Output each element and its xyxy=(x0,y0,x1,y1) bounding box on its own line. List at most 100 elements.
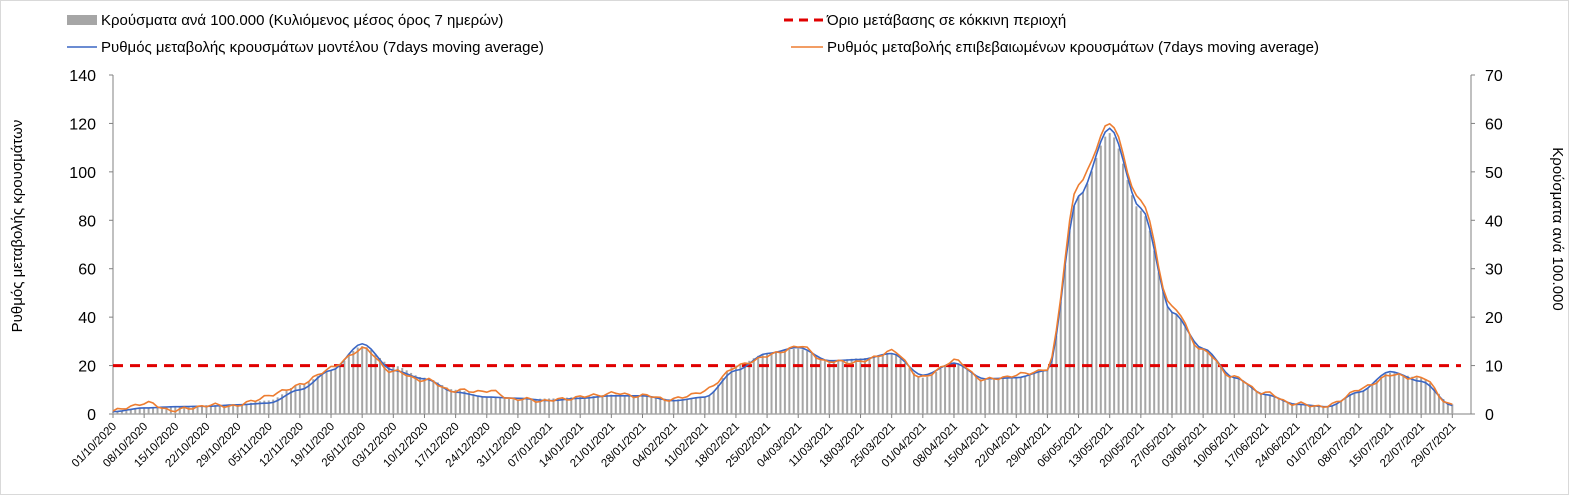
bar xyxy=(912,372,915,414)
bar xyxy=(1024,376,1027,414)
bar xyxy=(1033,373,1036,414)
y-left-tick-label: 20 xyxy=(78,359,96,376)
bar xyxy=(1104,136,1107,414)
bar xyxy=(214,405,217,414)
bar xyxy=(432,380,435,414)
bar xyxy=(312,379,315,414)
bar xyxy=(961,366,964,414)
bar xyxy=(859,358,862,414)
bar xyxy=(588,396,591,414)
bar xyxy=(1420,377,1423,414)
bar xyxy=(641,395,644,414)
bar xyxy=(601,395,604,414)
bar xyxy=(441,385,444,414)
bar xyxy=(1055,335,1058,414)
bar xyxy=(374,353,377,414)
bar xyxy=(806,351,809,414)
y-right-tick-label: 70 xyxy=(1485,68,1503,85)
bar xyxy=(463,391,466,414)
bar xyxy=(1282,400,1285,414)
bar xyxy=(1286,402,1289,414)
bar xyxy=(810,353,813,414)
bar xyxy=(788,349,791,414)
bar xyxy=(125,410,128,414)
bar xyxy=(281,394,284,414)
bar xyxy=(1273,396,1276,414)
bar xyxy=(143,408,146,414)
bar xyxy=(1366,388,1369,414)
bar xyxy=(1353,393,1356,414)
bar xyxy=(205,405,208,414)
bar xyxy=(294,385,297,414)
bar xyxy=(120,410,123,414)
bar xyxy=(459,390,462,414)
bar xyxy=(1077,196,1080,414)
bar xyxy=(1224,371,1227,414)
bar xyxy=(525,399,528,414)
bar xyxy=(427,378,430,414)
bar xyxy=(1228,376,1231,414)
bar xyxy=(241,404,244,414)
bar xyxy=(1010,377,1013,414)
bar xyxy=(303,384,306,414)
bar xyxy=(392,365,395,414)
bar xyxy=(472,394,475,414)
bar xyxy=(917,376,920,414)
bar xyxy=(1041,370,1044,414)
bar xyxy=(1081,192,1085,414)
bar xyxy=(628,395,631,414)
bar xyxy=(1113,137,1116,414)
bar xyxy=(1184,326,1187,414)
y-right-tick-label: 40 xyxy=(1485,213,1503,230)
bar xyxy=(1326,406,1329,414)
bar xyxy=(1130,195,1133,414)
bar xyxy=(748,360,751,414)
bar xyxy=(1375,380,1378,414)
bar xyxy=(289,388,292,414)
y-left-tick-label: 0 xyxy=(87,407,96,424)
bar xyxy=(570,397,573,414)
bar xyxy=(512,399,515,414)
bar xyxy=(730,367,733,414)
legend: Κρούσματα ανά 100.000 (Κυλιόμενος μέσος … xyxy=(67,12,1319,56)
bar xyxy=(1108,133,1111,414)
bar xyxy=(966,369,969,414)
bar xyxy=(1144,216,1147,414)
bar xyxy=(957,364,960,414)
y-left-tick-label: 80 xyxy=(78,213,96,230)
bar xyxy=(405,370,408,414)
bar xyxy=(637,395,640,414)
bar xyxy=(757,355,760,414)
bar xyxy=(1259,393,1262,414)
bar xyxy=(481,396,484,414)
bar xyxy=(508,398,511,414)
bar xyxy=(183,406,186,414)
bar xyxy=(147,408,150,414)
bar xyxy=(770,353,773,414)
bar xyxy=(614,394,617,414)
bar xyxy=(138,408,141,414)
bar xyxy=(815,355,818,414)
bar xyxy=(1193,341,1196,414)
bar xyxy=(952,363,955,414)
bar xyxy=(245,403,248,414)
bar xyxy=(539,398,542,414)
legend-confirmed-label: Ρυθμός μεταβολής επιβεβαιωμένων κρουσμάτ… xyxy=(827,39,1319,56)
bar xyxy=(272,399,275,414)
bar xyxy=(904,362,907,414)
bar xyxy=(325,371,328,414)
bar xyxy=(1362,391,1365,414)
bar xyxy=(726,371,729,414)
bar xyxy=(779,351,782,414)
bar xyxy=(739,364,742,414)
bar xyxy=(516,399,519,414)
bar xyxy=(490,397,493,414)
bar xyxy=(1139,210,1142,414)
bar xyxy=(387,364,390,414)
bar xyxy=(596,395,600,414)
bar xyxy=(672,399,675,414)
bar xyxy=(712,390,715,414)
bar xyxy=(232,404,235,414)
bar xyxy=(1095,157,1098,414)
